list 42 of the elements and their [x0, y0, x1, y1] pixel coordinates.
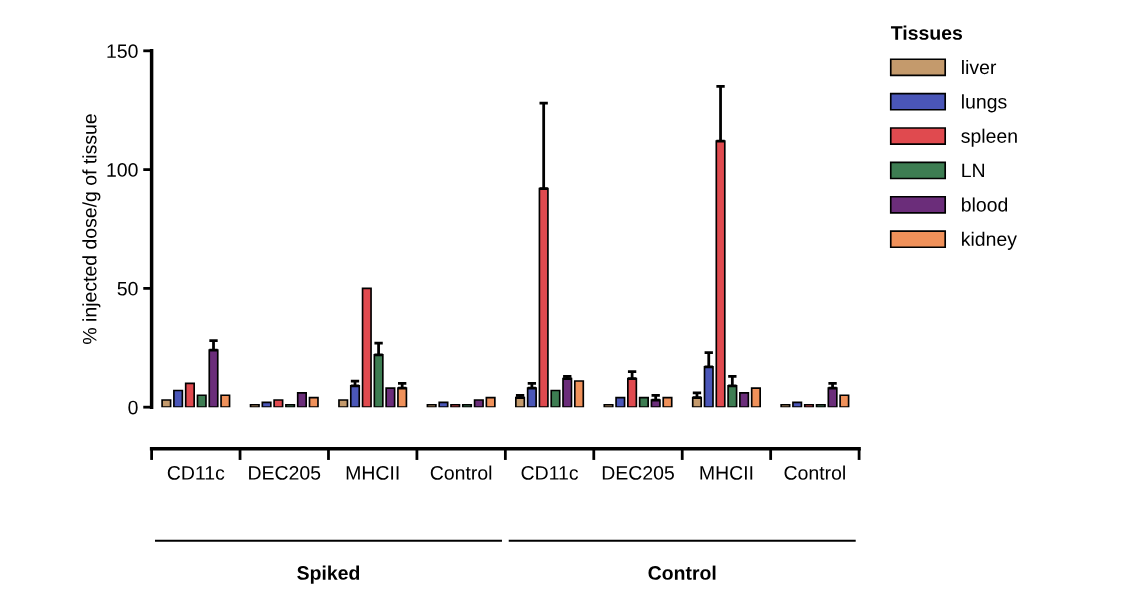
bar — [308, 396, 319, 408]
x-tick-label: MHCII — [700, 466, 753, 480]
bar — [338, 399, 349, 408]
bar — [792, 401, 803, 408]
bar — [473, 399, 484, 408]
y-tick-label: 100 — [107, 163, 138, 177]
y-tick-label: 0 — [128, 400, 138, 415]
bar — [296, 392, 308, 408]
bar — [485, 396, 496, 408]
x-tick-label: CD11c — [167, 466, 225, 480]
x-tick-label: MHCII — [346, 466, 399, 480]
bar — [161, 399, 172, 408]
bar — [780, 403, 791, 408]
bar — [349, 384, 361, 408]
bar — [285, 403, 296, 408]
legend-label: blood — [962, 197, 1008, 212]
bar — [627, 377, 638, 408]
y-tick-label: 150 — [107, 44, 138, 59]
bar — [638, 396, 649, 408]
x-tick-label: Control — [784, 465, 845, 480]
y-axis-title: % injected dose/g of tissue — [82, 114, 101, 344]
bar — [173, 389, 184, 408]
x-tick-label: Control — [430, 465, 492, 480]
legend-label: kidney — [962, 231, 1017, 250]
bar — [750, 387, 761, 408]
bar — [461, 403, 473, 408]
x-tick-label: CD11c — [521, 466, 579, 480]
text: Spiked — [297, 565, 360, 584]
bar — [184, 382, 196, 408]
legend-title: Tissues — [890, 25, 963, 40]
bar — [573, 380, 585, 408]
legend-label: liver — [962, 59, 997, 75]
y-tick-label: 50 — [117, 281, 138, 296]
text: Control — [648, 565, 716, 580]
bar — [803, 403, 815, 408]
legend-label: spleen — [961, 128, 1017, 147]
x-tick-label: DEC205 — [602, 466, 674, 480]
legend-label: lungs — [962, 94, 1007, 113]
x-tick-label: DEC205 — [249, 466, 321, 480]
legend-label: LN — [962, 163, 985, 178]
bar — [361, 287, 372, 408]
bar — [739, 392, 750, 408]
